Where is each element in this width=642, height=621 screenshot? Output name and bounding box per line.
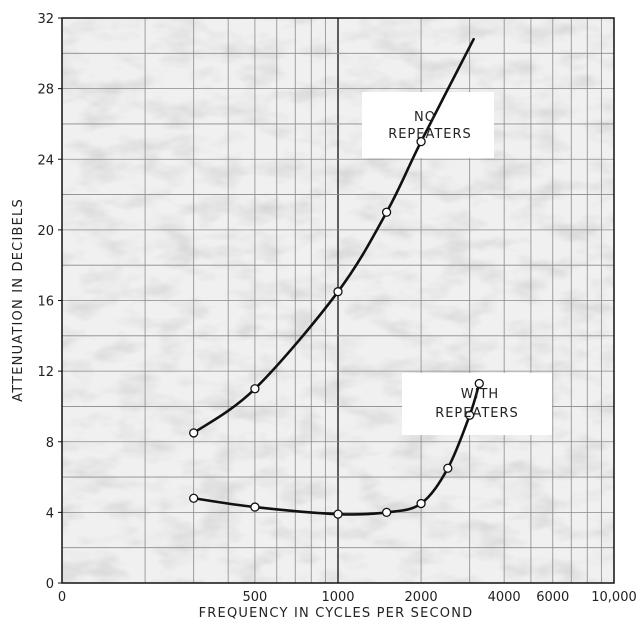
data-point-series-0 bbox=[381, 207, 392, 217]
annotation-with-repeaters-line1: WITH bbox=[461, 387, 499, 402]
x-tick-labels: 0 500 1000 2000 4000 6000 10,000 bbox=[58, 590, 637, 605]
x-tick-label: 500 bbox=[243, 590, 268, 605]
y-axis-title: ATTENUATION IN DECIBELS bbox=[11, 198, 26, 402]
grid bbox=[62, 18, 614, 583]
y-tick-labels: 0 4 8 12 16 20 24 28 32 bbox=[37, 12, 62, 592]
data-point-series-1 bbox=[474, 378, 484, 389]
data-point-series-1 bbox=[250, 502, 260, 512]
annotation-no-repeaters-line1: NO bbox=[414, 110, 436, 125]
data-point-series-1 bbox=[333, 509, 343, 519]
annotation-no-repeaters-line2: REPEATERS bbox=[388, 127, 472, 142]
data-points bbox=[189, 136, 484, 519]
x-axis-title: FREQUENCY IN CYCLES PER SECOND bbox=[199, 606, 474, 621]
x-tick-label: 10,000 bbox=[591, 590, 637, 605]
data-point-series-1 bbox=[416, 498, 426, 509]
label-box-no-repeaters bbox=[362, 92, 494, 158]
y-tick-label: 28 bbox=[37, 83, 54, 98]
y-tick-label: 20 bbox=[37, 224, 54, 239]
x-tick-label: 4000 bbox=[488, 590, 521, 605]
data-point-series-0 bbox=[250, 384, 260, 394]
y-tick-label: 16 bbox=[37, 295, 54, 310]
x-tick-label: 1000 bbox=[321, 590, 354, 605]
y-tick-label: 0 bbox=[46, 577, 54, 592]
series-line-1 bbox=[192, 382, 481, 516]
y-tick-label: 8 bbox=[46, 436, 54, 451]
data-point-series-0 bbox=[416, 136, 426, 147]
y-tick-label: 32 bbox=[37, 12, 54, 27]
y-tick-label: 24 bbox=[37, 153, 54, 168]
data-point-series-1 bbox=[465, 410, 475, 420]
data-point-series-0 bbox=[333, 287, 343, 297]
annotation-with-repeaters-line2: REPEATERS bbox=[435, 406, 519, 421]
y-tick-label: 12 bbox=[37, 365, 54, 380]
data-point-series-1 bbox=[381, 507, 392, 518]
data-point-series-1 bbox=[189, 493, 199, 503]
x-tick-label: 6000 bbox=[536, 590, 569, 605]
data-point-series-1 bbox=[443, 463, 453, 473]
x-tick-label: 2000 bbox=[405, 590, 438, 605]
data-point-series-0 bbox=[189, 428, 199, 438]
x-tick-label: 0 bbox=[58, 590, 66, 605]
y-tick-label: 4 bbox=[46, 506, 54, 521]
